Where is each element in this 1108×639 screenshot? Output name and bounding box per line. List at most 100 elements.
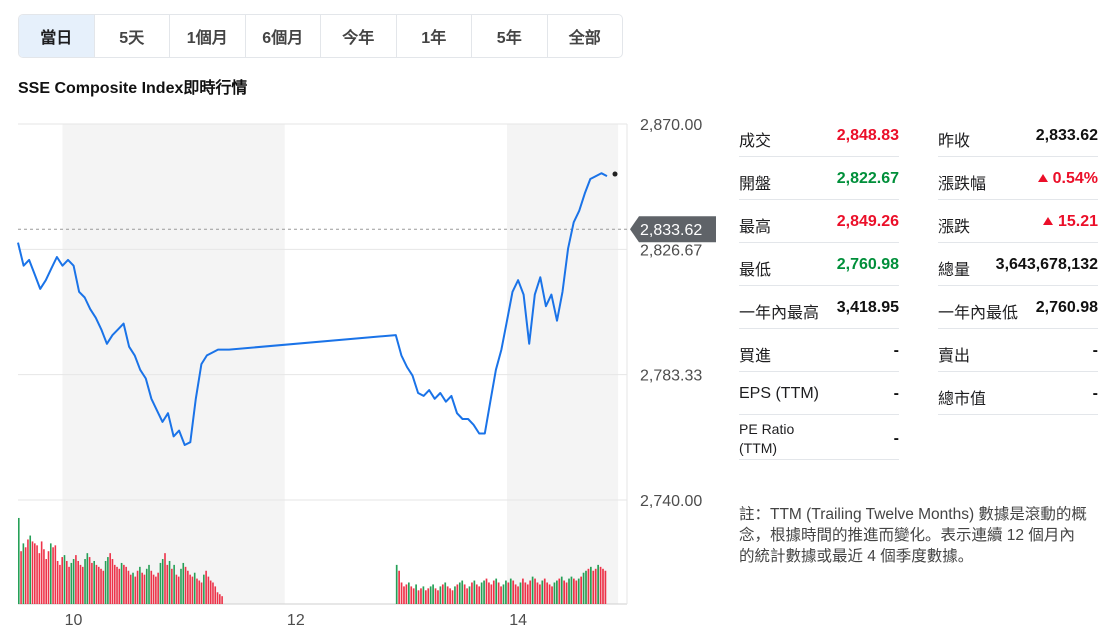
volume-bar (180, 568, 182, 604)
volume-bar (437, 590, 439, 604)
triangle-up-icon (1037, 174, 1048, 182)
stat-label: 漲跌 (938, 219, 971, 236)
tab-1-year[interactable]: 1年 (397, 15, 472, 57)
volume-bar (166, 564, 169, 604)
y-tick-label: 2,870.00 (640, 117, 702, 134)
volume-bar (143, 574, 146, 604)
stat-value: 15.21 (1042, 213, 1098, 231)
tab-ytd[interactable]: 今年 (321, 15, 397, 57)
volume-bar (405, 584, 408, 604)
x-tick-label: 10 (65, 612, 83, 629)
stat-value: - (893, 385, 899, 402)
stat-row-pe-ratio: PE Ratio (TTM) - (739, 415, 899, 460)
volume-bar (79, 564, 82, 604)
volume-bar (463, 584, 466, 604)
volume-bar (141, 572, 143, 604)
volume-bar (468, 586, 471, 604)
tab-today[interactable]: 當日 (19, 15, 95, 57)
volume-bar (118, 568, 121, 604)
volume-bar (81, 566, 84, 604)
tab-1-month[interactable]: 1個月 (170, 15, 246, 57)
volume-bar (198, 580, 201, 604)
volume-bar (497, 582, 500, 604)
volume-bar (541, 580, 544, 604)
volume-bar (485, 578, 488, 604)
stat-value: 2,760.98 (1035, 299, 1098, 316)
stat-row-market-cap: 總市值 - (938, 372, 1098, 415)
y-tick-label: 2,740.00 (640, 493, 702, 510)
stat-row-bid: 買進 - (739, 329, 899, 372)
volume-bar (88, 557, 91, 604)
stat-row-low: 最低 2,760.98 (739, 243, 899, 286)
volume-bar (77, 560, 79, 604)
volume-bar (490, 584, 493, 604)
tab-5-years[interactable]: 5年 (472, 15, 548, 57)
stat-label: 賣出 (938, 348, 971, 365)
stats-right-column: 昨收 2,833.62 漲跌幅 0.54% 漲跌 15.21 總量 3,643,… (938, 114, 1098, 415)
price-chart[interactable]: 2,870.00 2,826.67 2,783.33 2,740.00 2,833.62… (0, 110, 730, 635)
volume-bar (471, 582, 473, 604)
y-tick-label: 2,826.67 (640, 242, 702, 259)
volume-bar (219, 594, 221, 604)
x-tick-label: 14 (509, 612, 527, 629)
stat-label: 一年內最低 (938, 305, 1019, 322)
tab-all[interactable]: 全部 (568, 30, 601, 47)
volume-bar (507, 582, 510, 604)
tab-6-months[interactable]: 6個月 (246, 15, 321, 57)
volume-bar (446, 586, 449, 604)
volume-bar (473, 580, 476, 604)
volume-bar (196, 578, 198, 604)
stat-value: 3,643,678,132 (995, 256, 1098, 273)
volume-bar (599, 566, 602, 604)
volume-bar (407, 582, 410, 604)
stat-label: 總市值 (938, 391, 987, 408)
volume-bar (38, 553, 41, 604)
stat-row-high: 最高 2,849.26 (739, 200, 899, 243)
stat-label: 買進 (739, 348, 772, 365)
volume-bar (45, 559, 48, 604)
volume-bar (556, 580, 558, 604)
volume-bar (207, 576, 210, 604)
volume-bar (427, 588, 430, 604)
stat-value-text: 15.21 (1057, 213, 1098, 230)
stat-label: EPS (TTM) (739, 385, 819, 402)
stat-row-volume: 總量 3,643,678,132 (938, 243, 1098, 286)
volume-bar (558, 578, 561, 604)
volume-bar (454, 586, 456, 604)
shaded-period (62, 124, 285, 604)
volume-bar (522, 578, 524, 604)
volume-bar (539, 584, 541, 604)
volume-bar (585, 570, 587, 604)
volume-bar (182, 562, 185, 604)
volume-bar (546, 582, 549, 604)
stat-value: - (1092, 385, 1098, 402)
volume-bar (534, 578, 536, 604)
shaded-period (506, 124, 619, 604)
volume-bar (400, 582, 403, 604)
stat-label: 總量 (938, 262, 971, 279)
volume-bar (56, 560, 59, 604)
stat-value: 2,833.62 (1035, 127, 1098, 144)
volume-bar (175, 574, 178, 604)
tab-5-days[interactable]: 5天 (95, 15, 170, 57)
volume-bar (52, 547, 54, 604)
volume-bar (193, 572, 196, 604)
volume-bar (439, 586, 442, 604)
volume-bar (587, 568, 590, 604)
volume-bar (466, 588, 468, 604)
stat-value: 2,849.26 (836, 213, 899, 230)
volume-bar (488, 582, 490, 604)
volume-bar (123, 564, 125, 604)
volume-bar (212, 582, 214, 604)
volume-bar (173, 564, 175, 604)
volume-bar (495, 578, 498, 604)
volume-bar (543, 578, 546, 604)
volume-bar (580, 576, 582, 604)
volume-bar (398, 570, 400, 604)
volume-bar (602, 568, 604, 604)
stat-label: 昨收 (938, 133, 971, 150)
volume-bar (480, 582, 483, 604)
volume-bar (43, 549, 45, 604)
volume-bar (575, 580, 578, 604)
ttm-footnote: 註：TTM (Trailing Twelve Months) 數據是滾動的概念，… (739, 506, 1087, 565)
